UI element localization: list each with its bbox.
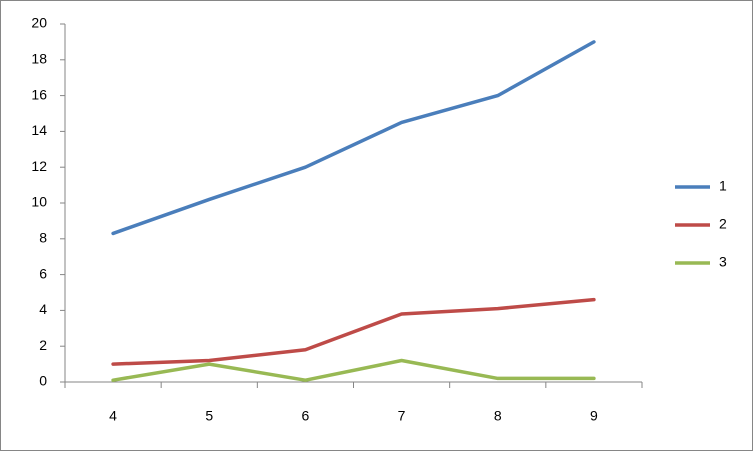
- y-tick-label: 4: [39, 301, 47, 317]
- y-tick-label: 8: [39, 230, 47, 246]
- y-tick-label: 20: [31, 15, 47, 31]
- x-tick-label: 7: [398, 408, 406, 424]
- y-tick-label: 6: [39, 265, 47, 281]
- legend-label: 3: [719, 254, 727, 270]
- legend-label: 1: [719, 178, 727, 194]
- x-tick-label: 8: [494, 408, 502, 424]
- y-tick-label: 10: [31, 194, 47, 210]
- series-line: [111, 358, 596, 382]
- y-tick-label: 2: [39, 337, 47, 353]
- x-tick-label: 5: [205, 408, 213, 424]
- y-tick-label: 16: [31, 86, 47, 102]
- x-tick-label: 4: [109, 408, 117, 424]
- x-tick-label: 9: [590, 408, 598, 424]
- series-line: [111, 40, 596, 236]
- y-tick-label: 12: [31, 158, 47, 174]
- x-tick-label: 6: [302, 408, 310, 424]
- legend-label: 2: [719, 216, 727, 232]
- y-tick-label: 14: [31, 122, 47, 138]
- y-tick-label: 0: [39, 373, 47, 389]
- y-tick-label: 18: [31, 51, 47, 67]
- series-line: [111, 297, 596, 366]
